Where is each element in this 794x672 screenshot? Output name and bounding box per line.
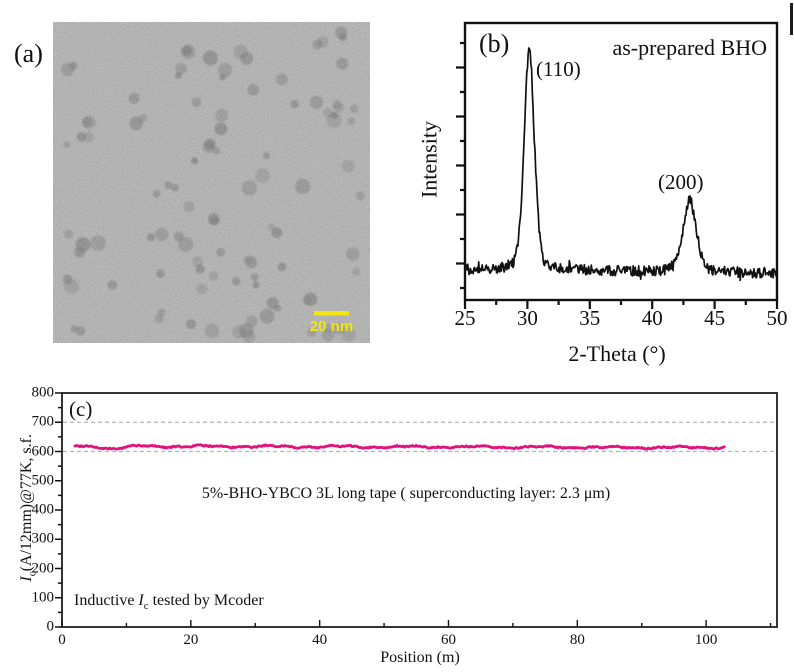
ic-x-tick-label: 100: [694, 632, 718, 648]
ic-x-tick-label: 0: [58, 632, 66, 648]
xrd-x-tick-label: 25: [454, 306, 476, 330]
scale-bar: [314, 311, 349, 316]
ic-symbol: I: [18, 576, 36, 582]
ic-y-tick-label: 200: [31, 560, 55, 576]
xrd-x-tick-label: 45: [704, 306, 726, 330]
measurement-note-rest: tested by Mcoder: [148, 592, 264, 609]
ic-y-tick-label: 800: [31, 384, 55, 401]
xrd-plot: [456, 21, 779, 309]
ic-symbol: I: [138, 592, 144, 609]
tem-image: 20 nm: [53, 22, 370, 343]
ic-y-tick-label: 700: [31, 413, 55, 430]
ic-trace: [73, 443, 726, 451]
ic-x-tick-label: 60: [440, 632, 456, 648]
ic-y-tick-label: 500: [31, 472, 55, 489]
measurement-note-text: Inductive: [74, 592, 139, 609]
xrd-x-axis-title: 2-Theta (°): [568, 341, 666, 366]
ic-x-tick-label: 40: [312, 632, 328, 648]
xrd-x-tick-label: 30: [516, 306, 538, 330]
scale-bar-label: 20 nm: [310, 318, 353, 335]
ic-subscript: c: [143, 600, 149, 613]
measurement-note: Inductive Ic tested by Mcoder: [74, 592, 264, 613]
xrd-x-tick-label: 40: [641, 306, 663, 330]
panel-b-label: (b): [479, 29, 510, 58]
xrd-peak-110-label: (110): [536, 57, 581, 81]
ic-y-tick-label: 600: [31, 443, 55, 459]
ic-plot: [55, 392, 778, 628]
panel-a-label: (a): [14, 39, 43, 68]
ic-y-tick-label: 100: [31, 589, 55, 606]
ic-y-tick-label: 400: [31, 501, 55, 518]
xrd-y-axis-title: Intensity: [416, 121, 442, 199]
ic-x-tick-label: 80: [569, 632, 585, 648]
ic-x-tick-label: 20: [183, 632, 199, 648]
xrd-x-tick-label: 35: [579, 306, 601, 330]
xrd-peak-200-label: (200): [658, 170, 704, 194]
panel-c-label: (c): [69, 397, 93, 421]
tape-annotation: 5%-BHO-YBCO 3L long tape ( superconducti…: [201, 485, 611, 502]
ic-y-tick-label: 0: [46, 618, 55, 635]
xrd-curve: [464, 47, 778, 282]
ic-y-tick-label: 300: [31, 530, 55, 547]
cropped-neighbor-figure-edge: [790, 3, 793, 35]
ic-x-axis-title: Position (m): [380, 649, 460, 666]
xrd-sample-annotation: as-prepared BHO: [612, 35, 767, 60]
xrd-x-tick-label: 50: [766, 306, 788, 330]
